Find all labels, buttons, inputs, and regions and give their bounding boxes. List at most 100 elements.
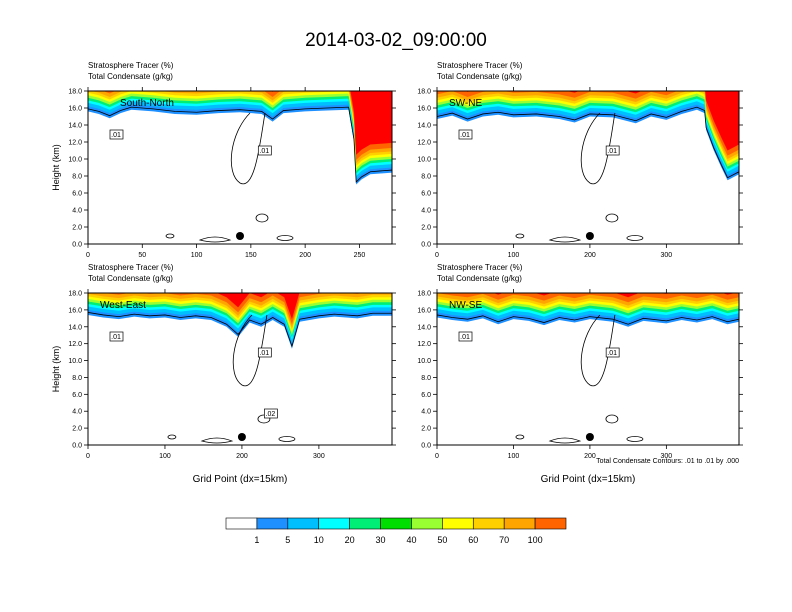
x-axis-label: Grid Point (dx=15km) [541, 474, 636, 485]
y-tick-label: 4.0 [72, 409, 82, 416]
condensate-contour-top [88, 106, 392, 183]
colorbar-box [318, 517, 350, 530]
y-tick-label: 8.0 [72, 174, 82, 181]
tracer-band-2 [437, 91, 739, 176]
colorbar-label: 1 [254, 535, 259, 545]
contour-label: .01 [607, 350, 617, 357]
condensate-contour [626, 436, 644, 442]
y-tick-label: 6.0 [421, 392, 431, 399]
y-tick-label: 4.0 [421, 208, 431, 215]
colorbar-box [349, 517, 381, 530]
y-tick-label: 16.0 [68, 307, 82, 314]
plot-frame [436, 90, 740, 245]
condensate-contour [548, 236, 582, 243]
y-tick-label: 0.0 [72, 242, 82, 249]
figure-title: 2014-03-02_09:00:00 [305, 30, 487, 51]
y-tick-label: 10.0 [417, 358, 431, 365]
colorbar-box [472, 517, 505, 530]
panel-south-north: .01 .01 0.0 2.0 4.0 6.0 8.0 10.0 12.0 14.0 16.0 18.… [51, 61, 396, 259]
y-tick-label: 2.0 [421, 426, 431, 433]
contour-label: .01 [460, 132, 470, 139]
condensate-contour [257, 414, 271, 424]
y-tick-label: 14.0 [417, 324, 431, 331]
y-tick-label: 10.0 [417, 157, 431, 164]
colorbar-box [287, 517, 320, 530]
contour-label-box [458, 129, 473, 140]
condensate-contour [580, 112, 616, 185]
contour-label: .01 [607, 148, 617, 155]
panel-title-line2: Total Condensate (g/kg) [437, 72, 522, 81]
y-tick-label: 8.0 [421, 174, 431, 181]
x-tick-label: 300 [661, 453, 673, 460]
condensate-contour-top [437, 106, 739, 179]
x-tick-label: 200 [584, 252, 596, 259]
y-tick-label: 4.0 [72, 208, 82, 215]
contour-label-box [109, 331, 124, 342]
y-axis-label: Height (km) [51, 346, 61, 393]
y-tick-label: 18.0 [417, 291, 431, 298]
colorbar-label: 5 [285, 535, 290, 545]
y-tick-label: 14.0 [68, 324, 82, 331]
x-tick-label: 0 [86, 252, 90, 259]
x-tick-label: 100 [159, 453, 171, 460]
x-tick-label: 0 [435, 252, 439, 259]
contour-label-box [257, 145, 272, 156]
condensate-contour [230, 112, 266, 185]
contour-label: .01 [111, 132, 121, 139]
condensate-contour [167, 434, 177, 440]
x-axis-label: Grid Point (dx=15km) [193, 474, 288, 485]
contour-label: .02 [266, 411, 276, 418]
y-tick-label: 12.0 [417, 140, 431, 147]
x-tick-label: 0 [86, 453, 90, 460]
x-tick-label: 200 [584, 453, 596, 460]
y-tick-label: 6.0 [72, 392, 82, 399]
plot-background [88, 91, 392, 244]
y-tick-label: 14.0 [417, 123, 431, 130]
y-tick-label: 18.0 [68, 291, 82, 298]
tracer-band-10 [88, 91, 392, 155]
y-tick-label: 0.0 [421, 242, 431, 249]
tracer-band-9 [437, 293, 739, 303]
colorbar-label: 20 [345, 535, 355, 545]
panel-title-line2: Total Condensate (g/kg) [88, 274, 173, 283]
plot-frame [87, 90, 393, 245]
plot-frame [87, 292, 393, 446]
y-tick-label: 2.0 [72, 225, 82, 232]
tracer-field [88, 293, 392, 444]
panel-name: SW-NE [449, 98, 482, 109]
tracer-band-9 [88, 293, 392, 325]
y-tick-label: 10.0 [68, 157, 82, 164]
colorbar: 1 5 10 20 30 40 50 60 70 100 [225, 517, 567, 545]
x-tick-label: 100 [191, 252, 203, 259]
colorbar-label: 30 [376, 535, 386, 545]
contour-note: Total Condensate Contours: .01 to .01 by… [596, 458, 739, 465]
y-tick-label: 10.0 [68, 358, 82, 365]
colorbar-box [380, 517, 412, 530]
y-tick-label: 6.0 [72, 191, 82, 198]
y-tick-label: 12.0 [68, 341, 82, 348]
contour-label-box [605, 145, 620, 156]
condensate-contour [276, 235, 294, 241]
condensate-contour-top [88, 312, 392, 348]
panel-title-line2: Total Condensate (g/kg) [437, 274, 522, 283]
contour-label: .01 [111, 334, 121, 341]
panel-nw-se: .01 .01 0.0 2.0 4.0 6.0 8.0 10.0 12.0 14.0 16.0 18.… [417, 263, 743, 485]
contour-label-box [605, 347, 620, 358]
y-tick-label: 8.0 [72, 375, 82, 382]
condensate-contour [232, 314, 268, 387]
x-tick-label: 200 [299, 252, 311, 259]
y-tick-label: 2.0 [421, 225, 431, 232]
panel-name: South-North [120, 98, 174, 109]
y-tick-label: 16.0 [417, 106, 431, 113]
y-tick-label: 16.0 [68, 106, 82, 113]
condensate-contour [626, 235, 644, 241]
y-tick-label: 2.0 [72, 426, 82, 433]
condensate-contour [200, 437, 234, 444]
y-tick-label: 6.0 [421, 191, 431, 198]
colorbar-label: 50 [437, 535, 447, 545]
panel-title-line1: Stratosphere Tracer (%) [437, 61, 523, 70]
panel-name: NW-SE [449, 300, 482, 311]
x-tick-label: 250 [354, 252, 366, 259]
condensate-contour [515, 434, 525, 440]
